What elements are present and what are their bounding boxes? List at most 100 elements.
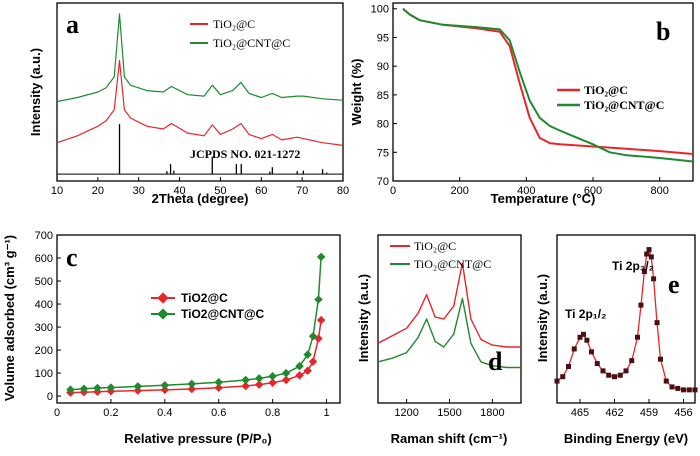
panel-c-series-1-point-1 bbox=[79, 384, 89, 393]
panel-d-legend: TiO₂@C TiO₂@CNT@C bbox=[390, 239, 491, 271]
panel-e-series-0-point-0 bbox=[554, 378, 560, 384]
panel-a-legend-label-0: TiO₂@C bbox=[213, 17, 255, 31]
panel-a-ylabel: Intensity (a.u.) bbox=[28, 48, 43, 136]
panel-e-series-0-point-1 bbox=[560, 374, 566, 380]
panel-letter-c: c bbox=[66, 243, 78, 272]
panel-c-series-1-point-7 bbox=[214, 378, 223, 387]
panel-b-xtick-label-4: 800 bbox=[650, 185, 668, 197]
panel-b-series-0-line bbox=[402, 7, 694, 155]
panel-b-ytick-label-2: 80 bbox=[377, 119, 389, 131]
panel-c-series-1-point-10 bbox=[268, 372, 277, 381]
panel-e-ylabel: Intensity (a.u.) bbox=[535, 274, 550, 362]
panel-c-series-1-point-9 bbox=[254, 374, 264, 383]
panel-a-xtick-label-1: 20 bbox=[92, 185, 104, 197]
panel-e-xlabel: Binding Energy (eV) bbox=[564, 431, 688, 446]
panel-c-series-1-point-13 bbox=[303, 350, 312, 359]
panel-a-legend: TiO₂@C TiO₂@CNT@C bbox=[190, 17, 290, 50]
panel-c-series-0-point-6 bbox=[187, 384, 197, 394]
panel-d-legend-label-1: TiO₂@CNT@C bbox=[414, 257, 491, 271]
panel-c-series-0-point-5 bbox=[160, 385, 170, 395]
panel-letter-e: e bbox=[668, 270, 680, 299]
panel-c-series-0-point-11 bbox=[281, 375, 291, 385]
panel-b-xtick-label-2: 400 bbox=[517, 185, 535, 197]
panel-a-xtick-label-4: 50 bbox=[214, 185, 226, 197]
panel-letter-a: a bbox=[66, 10, 79, 39]
panel-c-legend: TiO2@C TiO2@CNT@C bbox=[151, 291, 265, 321]
panel-e-series-0-point-4 bbox=[577, 334, 583, 340]
panel-e-series-0-point-13 bbox=[623, 368, 629, 374]
panel-a-xtick-label-0: 10 bbox=[51, 185, 63, 197]
panel-e-series-0-point-6 bbox=[584, 337, 590, 343]
panel-e-series-0-point-26 bbox=[675, 385, 681, 391]
panel-c-series-0-point-16 bbox=[316, 315, 326, 325]
panel-c-series-0-point-7 bbox=[214, 383, 223, 393]
panel-a-xtick-label-2: 30 bbox=[133, 185, 145, 197]
panel-a-series-1-line bbox=[56, 13, 344, 103]
panel-c-series-1-point-14 bbox=[308, 332, 318, 341]
panel-e-xtick-label-2: 459 bbox=[640, 407, 658, 419]
panel-e-series-0-point-14 bbox=[629, 358, 635, 364]
panel-e-series-0-point-11 bbox=[612, 374, 617, 380]
panel-a-series-0-line bbox=[56, 59, 344, 146]
panel-e-series-0-point-25 bbox=[669, 384, 675, 390]
panel-a-frame bbox=[56, 2, 344, 182]
panel-e-series-0-point-28 bbox=[686, 387, 692, 393]
panel-e-series-0-point-10 bbox=[606, 372, 612, 378]
panel-c-legend-marker-1 bbox=[157, 308, 169, 320]
panel-a-xtick-label-7: 80 bbox=[337, 185, 349, 197]
panel-e-xtick-label-3: 456 bbox=[674, 407, 692, 419]
panel-c-series-0-line bbox=[70, 320, 322, 394]
panel-c-series-1-point-2 bbox=[93, 383, 102, 393]
panel-c-ytick-label-5: 500 bbox=[35, 276, 53, 288]
panel-a-xtick-label-5: 60 bbox=[255, 185, 267, 197]
panel-b-legend: TiO₂@C TiO₂@CNT@C bbox=[557, 83, 664, 112]
panel-c-ytick-label-2: 200 bbox=[35, 345, 53, 357]
panel-c-frame bbox=[56, 234, 341, 404]
panel-b-xtick-label-1: 200 bbox=[450, 185, 468, 197]
panel-b-ytick-label-6: 100 bbox=[371, 4, 389, 16]
panel-c-ylabel: Volume adsorbed (cm³ g⁻¹) bbox=[2, 235, 17, 401]
panel-c-series-0-point-12 bbox=[295, 371, 304, 380]
panel-d-ylabel: Intensity (a.u.) bbox=[356, 274, 371, 362]
panel-c-ytick-label-6: 600 bbox=[35, 253, 53, 265]
panel-c-ytick-label-3: 300 bbox=[35, 322, 53, 334]
panel-e-series-0-point-27 bbox=[681, 387, 686, 393]
panel-e-series-0-point-19 bbox=[646, 247, 652, 253]
panel-c-ytick-label-4: 400 bbox=[35, 299, 53, 311]
panel-c-series-1-point-11 bbox=[281, 368, 291, 378]
panel-b-series-1-line bbox=[402, 7, 694, 163]
panel-c-series-0-point-13 bbox=[303, 366, 312, 376]
panel-e-frame bbox=[556, 234, 696, 404]
panel-e-series-0-point-15 bbox=[635, 334, 640, 340]
panel-a-legend-label-1: TiO₂@CNT@C bbox=[213, 36, 290, 50]
panel-b-ytick-label-3: 85 bbox=[377, 90, 389, 102]
panel-c-series-1-line bbox=[70, 256, 322, 391]
panel-b-legend-label-1: TiO₂@CNT@C bbox=[584, 98, 664, 112]
panel-b-ytick-label-0: 70 bbox=[377, 176, 389, 188]
panel-b-xlabel: Temperature (°C) bbox=[491, 191, 596, 206]
panel-c-series-1-point-15 bbox=[314, 295, 323, 304]
panel-a-jcpds-label: JCPDS NO. 021-1272 bbox=[190, 147, 300, 161]
panel-c-legend-label-1: TiO2@CNT@C bbox=[181, 307, 265, 321]
panel-b-ylabel: Weight (%) bbox=[349, 59, 364, 126]
panel-c-ytick-label-0: 0 bbox=[47, 391, 53, 403]
panel-c-series-1-point-6 bbox=[187, 379, 197, 389]
panel-d-xtick-label-1: 1500 bbox=[437, 407, 461, 419]
panel-e-series-0-point-17 bbox=[641, 269, 647, 275]
panel-b-frame bbox=[392, 2, 694, 182]
panel-c-series-0-point-14 bbox=[308, 357, 318, 366]
panel-e-series-0-point-7 bbox=[589, 349, 594, 355]
panel-c-series-1-point-3 bbox=[106, 383, 116, 392]
panel-e-series-0-point-5 bbox=[580, 331, 586, 337]
panel-c-ytick-label-1: 100 bbox=[35, 368, 53, 380]
panel-e-series-0-point-20 bbox=[648, 254, 654, 260]
panel-e-series-0-point-12 bbox=[617, 372, 623, 378]
panel-c-xtick-label-4: 0.8 bbox=[265, 407, 280, 419]
panel-b-ytick-label-1: 75 bbox=[377, 147, 389, 159]
panel-c-xtick-label-3: 0.6 bbox=[211, 407, 226, 419]
panel-d-xtick-label-0: 1200 bbox=[394, 407, 418, 419]
panel-c-series-1-point-8 bbox=[241, 375, 250, 385]
panel-b-legend-label-0: TiO₂@C bbox=[584, 83, 628, 97]
panel-c-ytick-label-7: 700 bbox=[35, 230, 53, 242]
